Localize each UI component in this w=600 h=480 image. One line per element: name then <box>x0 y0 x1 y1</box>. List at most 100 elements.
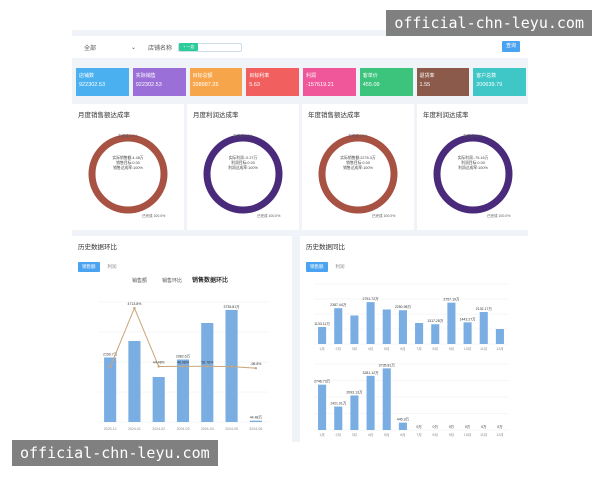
bottom-bar-label: 2093.13万 <box>346 390 363 394</box>
bottom-bar-label: 0万 <box>481 425 487 429</box>
store-input[interactable]: + 一店 <box>178 42 243 52</box>
scope-value: 全部 <box>84 45 97 52</box>
donut-center: 实际利润:-0.27万 利润目标:0.00 利润达成率:100% <box>187 156 299 171</box>
donut-center: 实际销售额:2276.3万 销售目标:0.00 销售达成率:100% <box>302 156 414 171</box>
donut-ring <box>88 134 168 214</box>
query-button[interactable]: 查询 <box>502 41 520 52</box>
top-tick-label: 8月 <box>433 346 438 351</box>
donut-center: 实际利润:-75.16万 利润目标:0.00 利润达成率:100% <box>417 156 528 171</box>
scope-select[interactable]: 全部 ⌄ <box>80 41 140 53</box>
bottom-bar <box>366 375 375 430</box>
tick-label: 2024-06 <box>249 427 262 431</box>
bar <box>176 359 190 422</box>
bottom-tick-label: 12月 <box>496 432 503 437</box>
center-line-1: 实际利润:-0.27万 <box>228 156 258 160</box>
ratio-point <box>181 365 185 368</box>
top-bar <box>318 327 327 344</box>
top-bar-label: 2791.72万 <box>363 297 380 301</box>
watermark-bottom: official-chn-leyu.com <box>12 440 218 466</box>
bottom-bar-label: 2746.73万 <box>314 380 331 384</box>
bar <box>249 420 262 422</box>
top-bar-label: 1317.28万 <box>427 319 444 323</box>
top-bar-label: 2250.98万 <box>395 305 412 309</box>
bottom-tick-label: 4月 <box>368 432 373 437</box>
top-bar <box>415 323 424 344</box>
kpi-label: 目标利率 <box>249 73 270 79</box>
donut-ring <box>203 134 283 214</box>
kpi-card: 店铺数 922302.53 <box>76 68 129 96</box>
donut-ring <box>318 134 398 214</box>
top-bar <box>447 302 456 344</box>
kpi-value: 922302.53 <box>135 82 162 88</box>
bottom-tick-label: 11月 <box>480 432 487 437</box>
donut-panel: 月度利润达成率 未完成 0.0% 已完成 100.0% 实际利润:-0.27万 … <box>187 104 299 230</box>
top-tick-label: 1月 <box>319 346 324 351</box>
tick-label: 2024-05 <box>225 427 238 431</box>
center-line-1: 实际利润:-75.16万 <box>457 156 489 160</box>
top-tick-label: 12月 <box>496 346 503 351</box>
ratio-point <box>157 365 160 368</box>
tab-profit-yoy[interactable]: 利润 <box>335 264 345 269</box>
bar <box>128 341 141 422</box>
center-line-3: 利润达成率:100% <box>458 166 488 170</box>
kpi-value: 200639.79 <box>476 82 503 88</box>
center-line-2: 销售目标:0.00 <box>116 161 140 165</box>
donut-panel: 年度利润达成率 未完成 0.0% 已完成 100.0% 实际利润:-75.16万… <box>417 104 528 230</box>
bottom-bar-label: 3281.12万 <box>363 371 380 375</box>
kpi-card: 利润 -157619.21 <box>303 68 356 96</box>
bar-label: 44.48万 <box>250 416 263 420</box>
store-label: 店铺名称 <box>148 45 173 52</box>
ratio-label: 4713.8% <box>128 302 142 306</box>
donut-center: 实际销售额:4.48万 销售目标:0.00 销售达成率:100% <box>72 156 184 171</box>
kpi-label: 客户总数 <box>476 73 497 79</box>
center-line-3: 销售达成率:100% <box>343 166 373 170</box>
top-bar-label: 2757.19万 <box>443 298 460 302</box>
top-bar-label: 1133.11万 <box>314 322 330 326</box>
center-line-3: 利润达成率:100% <box>228 166 258 170</box>
reached-label: 已完成 100.0% <box>142 214 166 218</box>
bottom-bar-label: 0万 <box>449 425 455 429</box>
top-bar <box>431 324 440 344</box>
kpi-label: 店铺数 <box>79 73 95 79</box>
top-bar <box>463 322 472 344</box>
bottom-bar <box>398 422 407 430</box>
kpi-value: -157619.21 <box>306 82 334 88</box>
history-ring-title: 历史数据环比 <box>78 244 117 251</box>
top-bar <box>382 309 391 344</box>
tab-sales-yoy[interactable]: 销售额 <box>306 262 328 272</box>
filter-bar: 全部 ⌄ 店铺名称 + 一店 查询 <box>72 36 528 58</box>
top-tick-label: 6月 <box>400 346 405 351</box>
bar-label: 2082.6万 <box>176 355 191 359</box>
top-tick-label: 2月 <box>336 346 341 351</box>
bottom-tick-label: 1月 <box>319 432 324 437</box>
ratio-point <box>254 367 258 370</box>
kpi-card: 实际销售 922302.53 <box>132 68 186 96</box>
bottom-bar-label: 3735.81万 <box>379 363 396 367</box>
top-bar <box>495 329 504 344</box>
ratio-label: 58.78% <box>201 360 213 364</box>
bar <box>152 377 165 422</box>
center-line-1: 实际销售额:2276.3万 <box>340 156 376 160</box>
donut-arc <box>88 134 168 214</box>
kpi-label: 实际销售 <box>135 73 156 79</box>
top-bar <box>334 308 343 344</box>
reached-label: 已完成 100.0% <box>257 214 281 218</box>
yoy-chart: 1133.11万 1月 2387.44万 2月 3月 2791.72万 4月 5月 2250.9… <box>314 283 508 437</box>
tab-profit[interactable]: 利润 <box>107 264 117 269</box>
store-tag[interactable]: + 一店 <box>179 43 199 51</box>
ring-chart: 销售额 销售环比 销售数据环比 2023-12 2150.7万 2024-01 2024-0… <box>98 276 268 431</box>
bottom-bar-label: 445.9万 <box>397 418 410 422</box>
history-yoy-title: 历史数据同比 <box>306 244 345 251</box>
unreached-label: 未完成 0.0% <box>233 134 253 138</box>
bottom-bar <box>334 406 343 430</box>
center-line-2: 销售目标:0.00 <box>346 161 370 165</box>
kpi-value: 5.63 <box>249 82 260 88</box>
history-ring-panel: 历史数据环比 销售额 利润 销售额 销售环比 销售数据环比 2023-12 2150.7万… <box>72 236 292 442</box>
bottom-tick-label: 5月 <box>384 432 389 437</box>
donut-arc <box>433 134 513 214</box>
bottom-tick-label: 8月 <box>433 432 438 437</box>
center-line-2: 利润目标:0.00 <box>231 161 255 165</box>
bottom-tick-label: 10月 <box>464 432 471 437</box>
tab-sales[interactable]: 销售额 <box>78 262 100 272</box>
bottom-bar-label: 1421.91万 <box>330 402 347 406</box>
